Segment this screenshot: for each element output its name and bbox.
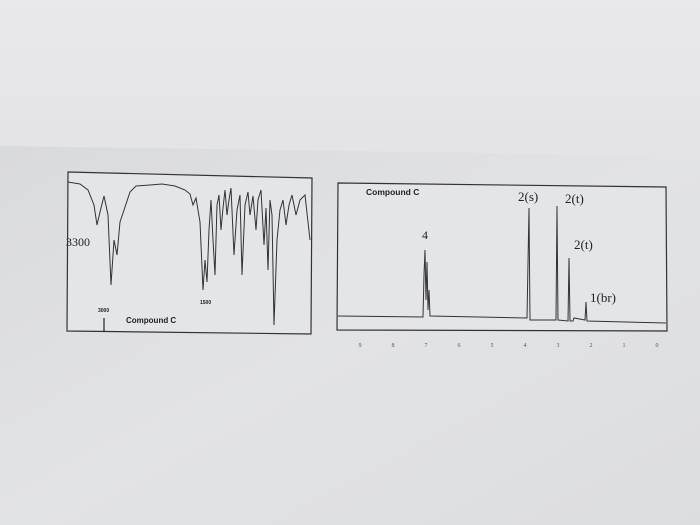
nmr-axis-label: 2 (590, 343, 593, 349)
ir-peak-label: 3300 (66, 235, 90, 249)
nmr-peak-label: 2(s) (518, 189, 538, 204)
ir-title: Compound C (126, 316, 176, 325)
nmr-spectrum: Compound C 4 2(s) 2(t) 2(t) 1(br) 9 8 7 6 5 4… (336, 182, 668, 349)
nmr-axis: 9 8 7 6 5 4 3 2 1 0 (359, 343, 659, 349)
nmr-peak-label: 4 (422, 228, 428, 242)
nmr-trace (337, 205, 667, 324)
nmr-peak-label: 2(t) (565, 191, 584, 206)
ir-peak-label: 3000 (98, 308, 109, 314)
nmr-axis-label: 5 (491, 343, 494, 349)
nmr-title: Compound C (366, 187, 419, 197)
nmr-peak-label: 1(br) (590, 290, 616, 305)
nmr-axis-label: 6 (458, 343, 461, 349)
nmr-axis-label: 7 (425, 343, 428, 349)
nmr-axis-label: 0 (656, 343, 659, 349)
ir-spectrum: 3300 3000 1500 Compound C (66, 171, 313, 335)
nmr-peak-label: 2(t) (574, 237, 593, 252)
nmr-axis-label: 9 (359, 343, 362, 349)
nmr-axis-label: 3 (557, 343, 560, 349)
ir-trace (67, 181, 311, 326)
nmr-axis-label: 1 (623, 343, 626, 349)
nmr-frame (336, 182, 668, 332)
nmr-axis-label: 4 (524, 343, 527, 349)
ir-peak-label: 1500 (200, 300, 211, 306)
nmr-axis-label: 8 (392, 343, 395, 349)
